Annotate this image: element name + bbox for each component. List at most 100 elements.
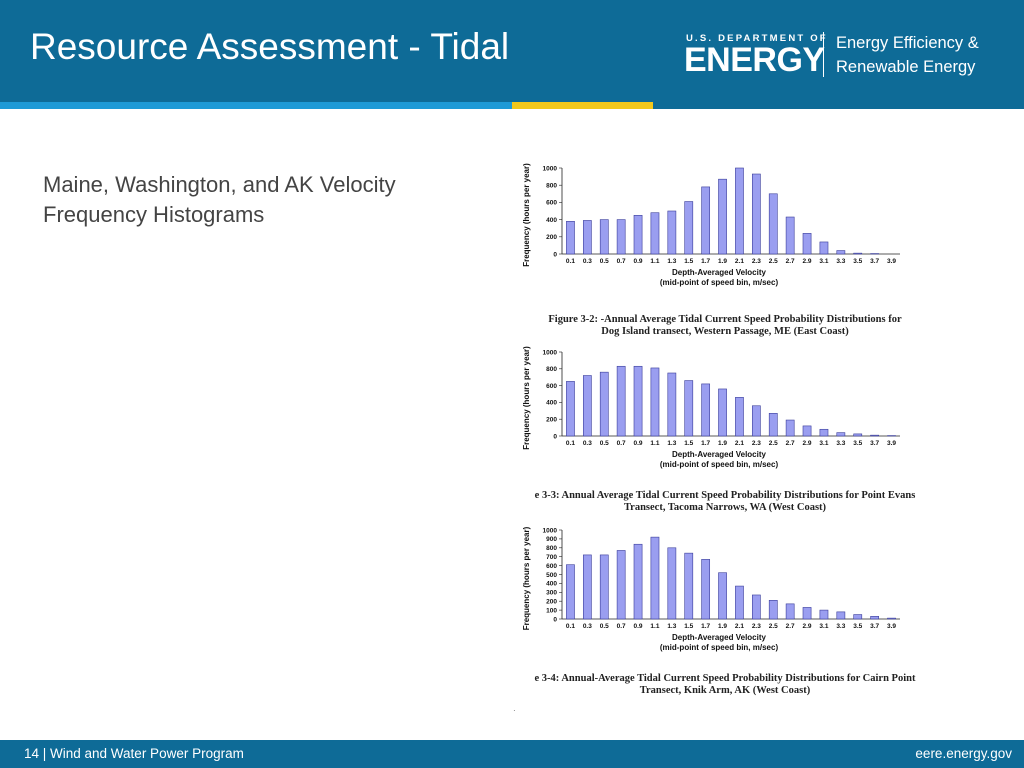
x-tick-label: 0.1 — [566, 623, 575, 630]
x-tick-label: 0.5 — [600, 258, 609, 265]
histogram-bar — [735, 167, 744, 255]
x-axis-label: Depth-Averaged Velocity — [672, 633, 767, 642]
figure-caption: e 3-4: Annual-Average Tidal Current Spee… — [535, 673, 916, 684]
x-tick-label: 3.9 — [887, 440, 896, 447]
histogram-bar — [853, 433, 863, 437]
x-tick-label: 2.9 — [803, 623, 812, 630]
histogram-bar — [870, 434, 880, 437]
x-tick-label: 1.3 — [667, 440, 676, 447]
histogram-bar — [701, 383, 711, 437]
x-tick-label: 3.1 — [819, 440, 828, 447]
histogram-bar — [751, 405, 761, 437]
x-tick-label: 0.3 — [583, 623, 592, 630]
x-tick-label: 3.3 — [836, 623, 845, 630]
x-tick-label: 0.5 — [600, 623, 609, 630]
x-tick-label: 2.5 — [769, 440, 778, 447]
y-tick-label: 600 — [546, 200, 557, 207]
x-tick-label: 3.5 — [853, 258, 862, 265]
x-tick-label: 2.1 — [735, 258, 744, 265]
footer-site-link[interactable]: eere.energy.gov — [915, 746, 1012, 761]
x-tick-label: 0.3 — [583, 258, 592, 265]
x-tick-label: 1.9 — [718, 440, 727, 447]
histogram-bar — [751, 173, 761, 255]
x-tick-label: 1.3 — [667, 623, 676, 630]
y-axis-label: Frequency (hours per year) — [522, 163, 531, 267]
x-tick-label: 0.3 — [583, 440, 592, 447]
histogram-bar — [566, 221, 575, 255]
histogram-bar — [836, 432, 846, 437]
x-tick-label: 3.3 — [836, 440, 845, 447]
x-tick-label: 0.9 — [634, 440, 643, 447]
histogram-bar — [684, 552, 694, 620]
x-tick-label: 0.9 — [634, 623, 643, 630]
x-tick-label: 1.7 — [701, 623, 710, 630]
y-tick-label: 200 — [546, 417, 557, 424]
histogram-bar — [582, 220, 592, 255]
x-tick-label: 0.1 — [566, 258, 575, 265]
x-tick-label: 2.5 — [769, 258, 778, 265]
eere-label-line1: Energy Efficiency & — [836, 34, 979, 52]
y-tick-label: 400 — [546, 400, 557, 407]
histogram-bar — [735, 585, 744, 620]
doe-logo-wordmark: ENERGY — [684, 41, 825, 79]
y-tick-label: 0 — [553, 251, 557, 258]
histogram-bar — [582, 554, 592, 620]
y-tick-label: 0 — [553, 433, 557, 440]
x-tick-label: 3.7 — [870, 258, 879, 265]
footer-program: 14 | Wind and Water Power Program — [24, 746, 244, 761]
x-tick-label: 0.9 — [634, 258, 643, 265]
histogram-bar — [616, 550, 626, 620]
x-tick-label: 1.5 — [684, 440, 693, 447]
y-tick-label: 600 — [546, 563, 557, 570]
histogram-bar — [718, 572, 727, 620]
accent-stripe-dark — [653, 102, 1024, 109]
histogram-bar — [768, 193, 778, 255]
x-tick-label: 1.1 — [650, 623, 659, 630]
x-axis-sublabel: (mid-point of speed bin, m/sec) — [660, 643, 779, 652]
histogram-bar — [853, 252, 863, 255]
x-tick-label: 3.1 — [819, 623, 828, 630]
x-tick-label: 1.9 — [718, 258, 727, 265]
x-tick-label: 0.7 — [617, 623, 626, 630]
x-tick-label: 1.7 — [701, 440, 710, 447]
x-tick-label: 2.3 — [752, 440, 761, 447]
histogram-bar — [684, 380, 694, 437]
stray-mark: · — [513, 706, 516, 715]
x-tick-label: 2.9 — [803, 440, 812, 447]
figure-caption-line2: Transect, Tacoma Narrows, WA (West Coast… — [624, 502, 827, 513]
histogram-bar — [566, 381, 575, 437]
histogram-bar — [802, 425, 812, 437]
x-tick-label: 3.1 — [819, 258, 828, 265]
y-tick-label: 1000 — [543, 527, 558, 534]
histogram-bar — [616, 219, 626, 255]
y-tick-label: 500 — [546, 572, 557, 579]
histogram-bar — [870, 616, 880, 620]
x-tick-label: 0.1 — [566, 440, 575, 447]
histogram-bar — [718, 388, 727, 437]
x-tick-label: 3.7 — [870, 440, 879, 447]
x-tick-label: 1.5 — [684, 258, 693, 265]
x-tick-label: 3.5 — [853, 623, 862, 630]
x-tick-label: 0.5 — [600, 440, 609, 447]
histogram-bar — [599, 554, 609, 620]
y-tick-label: 900 — [546, 536, 557, 543]
histogram-bar — [802, 233, 812, 255]
x-axis-sublabel: (mid-point of speed bin, m/sec) — [660, 460, 779, 469]
accent-stripe-blue — [0, 102, 512, 109]
x-axis-label: Depth-Averaged Velocity — [672, 450, 767, 459]
y-tick-label: 100 — [546, 607, 557, 614]
histogram-bar — [616, 365, 626, 437]
y-tick-label: 200 — [546, 599, 557, 606]
page-title: Resource Assessment - Tidal — [30, 26, 510, 67]
histogram-bar — [836, 250, 846, 255]
y-axis-label: Frequency (hours per year) — [522, 346, 531, 450]
x-tick-label: 2.1 — [735, 440, 744, 447]
figure-caption: Figure 3-2: -Annual Average Tidal Curren… — [548, 314, 902, 325]
histogram-bar — [735, 397, 744, 437]
x-tick-label: 3.9 — [887, 623, 896, 630]
figure-caption-line2: Transect, Knik Arm, AK (West Coast) — [640, 685, 811, 696]
y-tick-label: 200 — [546, 234, 557, 241]
histogram-bar — [718, 178, 727, 255]
x-tick-label: 3.7 — [870, 623, 879, 630]
histogram-bar — [887, 617, 896, 620]
